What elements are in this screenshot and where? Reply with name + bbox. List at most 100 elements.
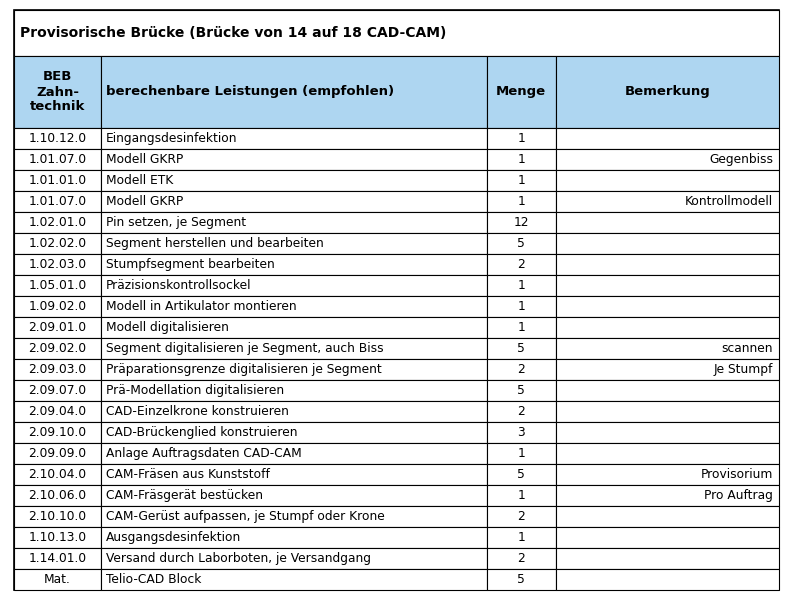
Bar xyxy=(14,380,102,401)
Bar xyxy=(487,401,556,422)
Text: Modell in Artikulator montieren: Modell in Artikulator montieren xyxy=(106,300,297,313)
Bar xyxy=(487,149,556,170)
Bar xyxy=(556,422,779,443)
Text: Segment herstellen und bearbeiten: Segment herstellen und bearbeiten xyxy=(106,237,324,250)
Text: 2.09.01.0: 2.09.01.0 xyxy=(29,321,86,334)
Text: 1: 1 xyxy=(517,279,525,292)
Text: 2: 2 xyxy=(517,258,525,271)
Text: Mat.: Mat. xyxy=(44,573,71,586)
Bar xyxy=(102,443,487,464)
Bar xyxy=(487,443,556,464)
Text: Menge: Menge xyxy=(496,85,546,98)
Text: CAM-Fräsen aus Kunststoff: CAM-Fräsen aus Kunststoff xyxy=(106,468,270,481)
Bar xyxy=(102,254,487,275)
Bar xyxy=(14,275,102,296)
Bar xyxy=(556,296,779,317)
Text: CAM-Fräsgerät bestücken: CAM-Fräsgerät bestücken xyxy=(106,489,263,502)
Text: Bemerkung: Bemerkung xyxy=(624,85,711,98)
Bar xyxy=(556,380,779,401)
Bar xyxy=(487,422,556,443)
Text: 5: 5 xyxy=(517,573,525,586)
Bar xyxy=(102,506,487,527)
Bar xyxy=(556,443,779,464)
Text: 2: 2 xyxy=(517,405,525,418)
Bar xyxy=(487,506,556,527)
Text: 5: 5 xyxy=(517,237,525,250)
Bar xyxy=(556,359,779,380)
Text: Modell ETK: Modell ETK xyxy=(106,174,174,187)
Text: Ausgangsdesinfektion: Ausgangsdesinfektion xyxy=(106,531,241,544)
Text: CAD-Brückenglied konstruieren: CAD-Brückenglied konstruieren xyxy=(106,426,297,439)
Text: 1: 1 xyxy=(517,321,525,334)
Text: 1.05.01.0: 1.05.01.0 xyxy=(29,279,86,292)
Text: Telio-CAD Block: Telio-CAD Block xyxy=(106,573,201,586)
Bar xyxy=(14,485,102,506)
Bar xyxy=(487,485,556,506)
Text: 3: 3 xyxy=(517,426,525,439)
Bar xyxy=(487,128,556,149)
Text: 2: 2 xyxy=(517,552,525,565)
Bar xyxy=(102,275,487,296)
Bar xyxy=(14,10,779,56)
Text: 2.09.07.0: 2.09.07.0 xyxy=(29,384,86,397)
Text: 2.09.09.0: 2.09.09.0 xyxy=(29,447,86,460)
Text: 1: 1 xyxy=(517,447,525,460)
Text: 1: 1 xyxy=(517,174,525,187)
Text: 2: 2 xyxy=(517,510,525,523)
Text: Anlage Auftragsdaten CAD-CAM: Anlage Auftragsdaten CAD-CAM xyxy=(106,447,302,460)
Bar xyxy=(556,233,779,254)
Bar xyxy=(102,212,487,233)
Text: 5: 5 xyxy=(517,468,525,481)
Bar xyxy=(102,170,487,191)
Text: Modell GKRP: Modell GKRP xyxy=(106,153,183,166)
Bar xyxy=(556,56,779,128)
Text: 2.09.03.0: 2.09.03.0 xyxy=(29,363,86,376)
Text: Kontrollmodell: Kontrollmodell xyxy=(685,195,773,208)
Text: 1: 1 xyxy=(517,195,525,208)
Bar xyxy=(14,149,102,170)
Bar xyxy=(102,296,487,317)
Bar xyxy=(14,443,102,464)
Bar xyxy=(556,548,779,569)
Text: 2.10.06.0: 2.10.06.0 xyxy=(29,489,86,502)
Text: 1: 1 xyxy=(517,153,525,166)
Text: Versand durch Laborboten, je Versandgang: Versand durch Laborboten, je Versandgang xyxy=(106,552,371,565)
Bar xyxy=(102,233,487,254)
Text: 2: 2 xyxy=(517,363,525,376)
Bar xyxy=(102,191,487,212)
Bar xyxy=(556,464,779,485)
Text: Präparationsgrenze digitalisieren je Segment: Präparationsgrenze digitalisieren je Seg… xyxy=(106,363,382,376)
Bar xyxy=(14,317,102,338)
Text: 1.10.13.0: 1.10.13.0 xyxy=(29,531,86,544)
Text: Pin setzen, je Segment: Pin setzen, je Segment xyxy=(106,216,247,229)
Text: Modell digitalisieren: Modell digitalisieren xyxy=(106,321,229,334)
Text: 1.02.01.0: 1.02.01.0 xyxy=(29,216,86,229)
Text: berechenbare Leistungen (empfohlen): berechenbare Leistungen (empfohlen) xyxy=(106,85,394,98)
Bar xyxy=(102,359,487,380)
Text: 2.09.04.0: 2.09.04.0 xyxy=(29,405,86,418)
Bar xyxy=(102,569,487,590)
Bar xyxy=(487,170,556,191)
Bar xyxy=(487,359,556,380)
Text: Provisorische Brücke (Brücke von 14 auf 18 CAD-CAM): Provisorische Brücke (Brücke von 14 auf … xyxy=(20,26,446,40)
Bar xyxy=(102,317,487,338)
Bar xyxy=(102,548,487,569)
Text: 2.10.04.0: 2.10.04.0 xyxy=(29,468,86,481)
Bar xyxy=(487,548,556,569)
Bar xyxy=(556,485,779,506)
Text: Provisorium: Provisorium xyxy=(701,468,773,481)
Bar xyxy=(14,401,102,422)
Bar xyxy=(556,338,779,359)
Bar xyxy=(102,464,487,485)
Bar xyxy=(556,275,779,296)
Bar xyxy=(487,464,556,485)
Bar xyxy=(487,569,556,590)
Text: 1.01.01.0: 1.01.01.0 xyxy=(29,174,86,187)
Text: 2.09.10.0: 2.09.10.0 xyxy=(29,426,86,439)
Text: 1.09.02.0: 1.09.02.0 xyxy=(29,300,86,313)
Text: 1.02.02.0: 1.02.02.0 xyxy=(29,237,86,250)
Bar xyxy=(487,56,556,128)
Bar xyxy=(102,338,487,359)
Bar xyxy=(14,359,102,380)
Bar xyxy=(556,254,779,275)
